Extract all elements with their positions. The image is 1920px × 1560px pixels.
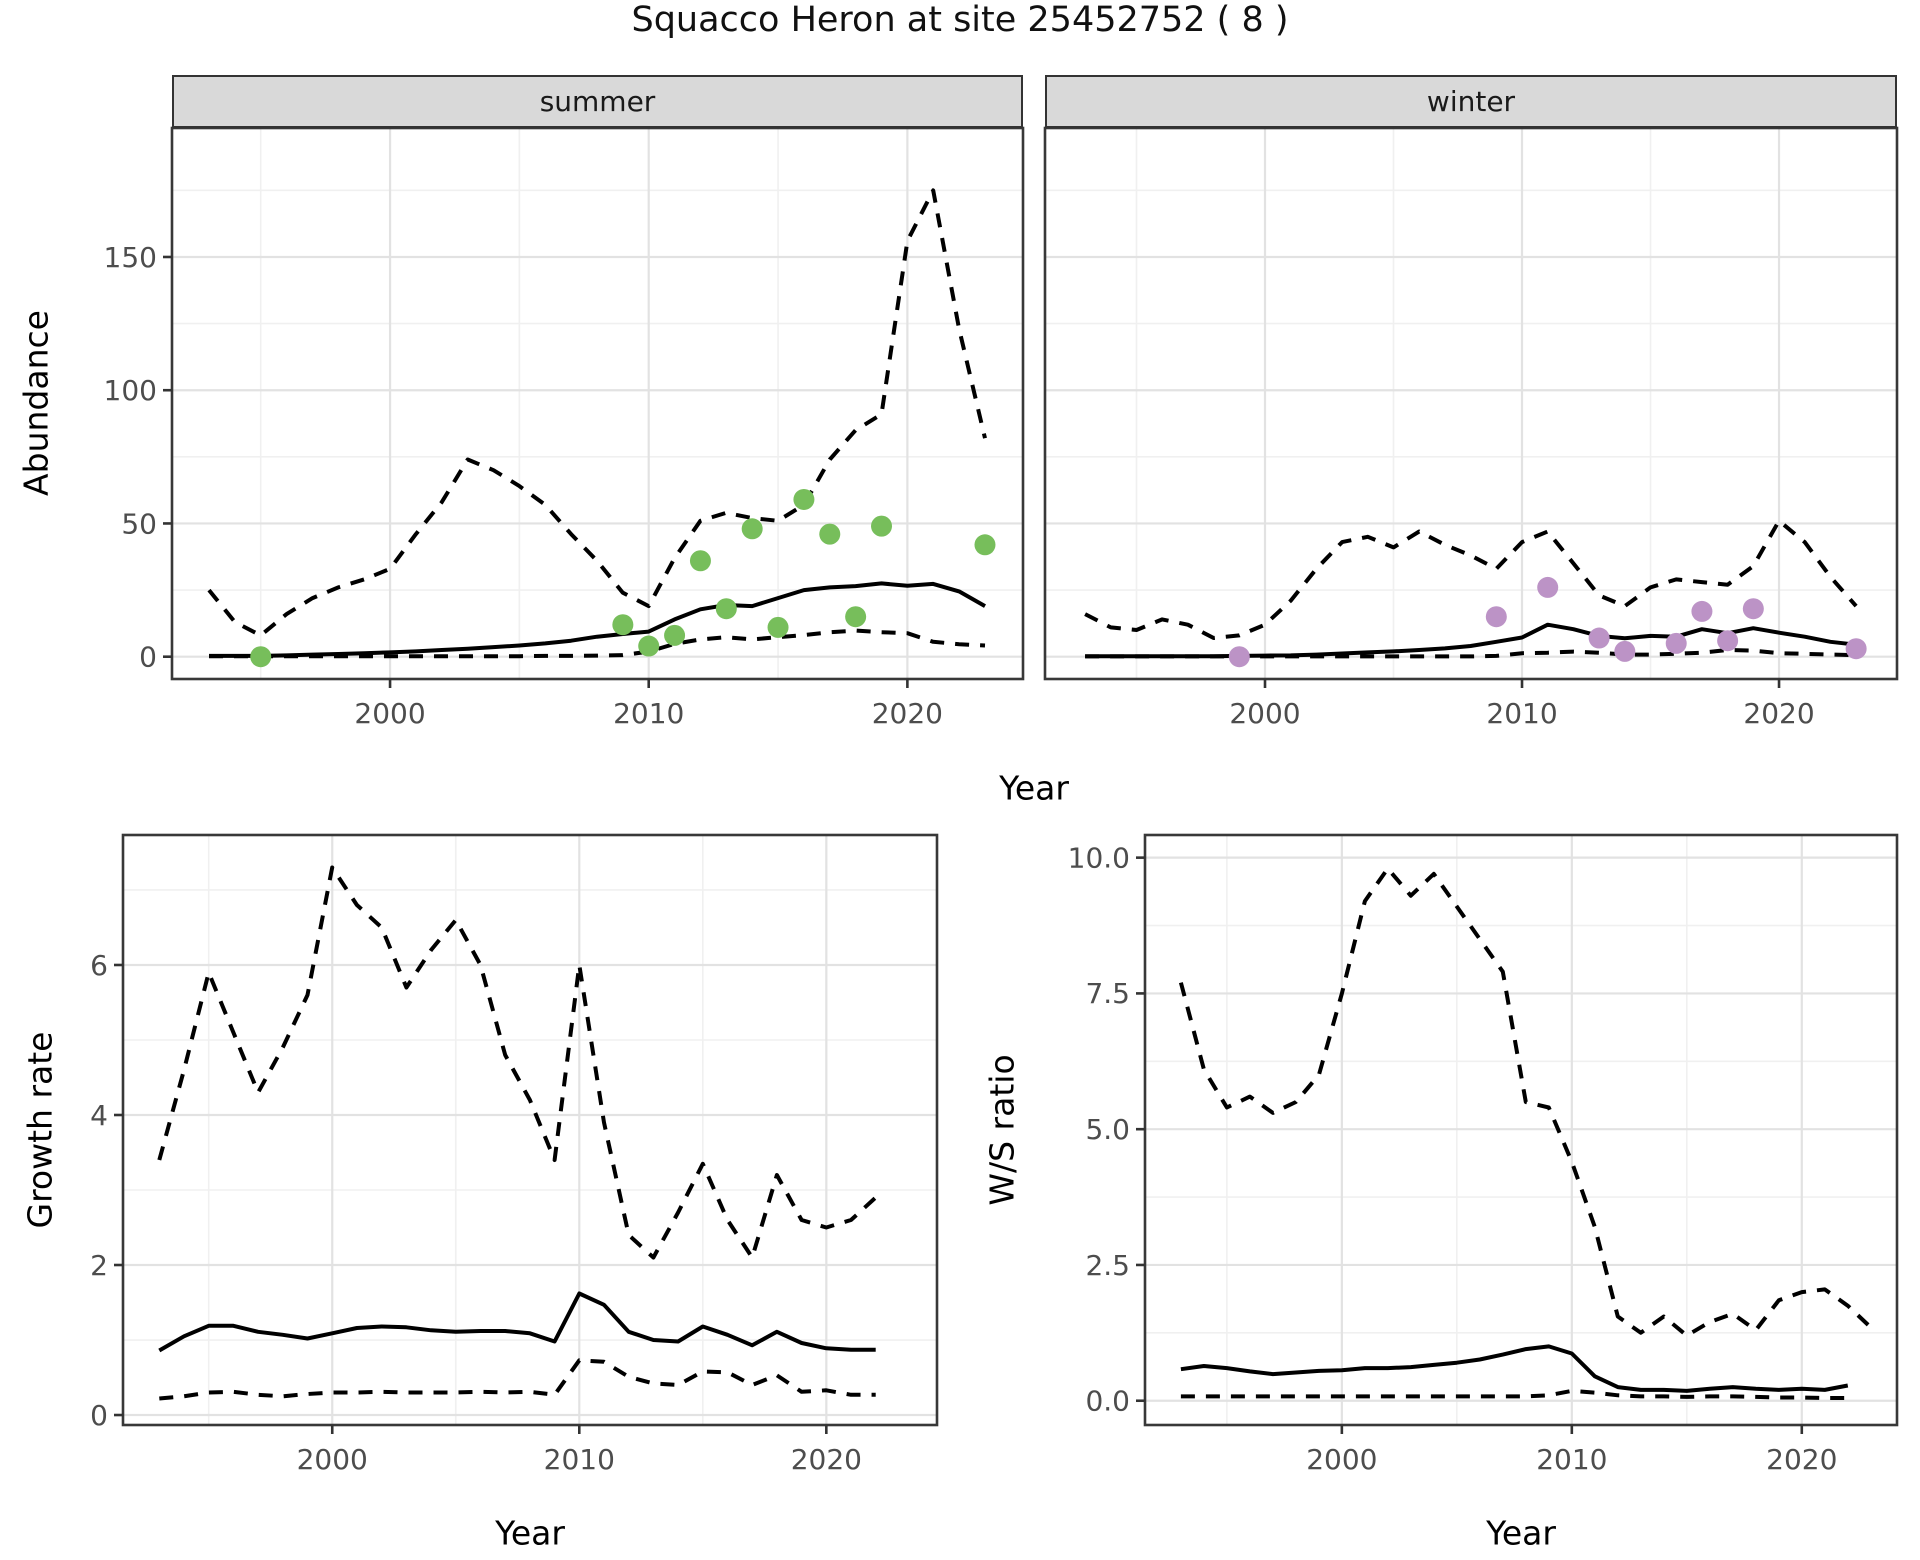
summer-median-line (209, 581, 986, 658)
x-tick-label: 2000 (297, 1443, 368, 1476)
summer-observed-point (974, 534, 996, 556)
summer-observed-point (689, 550, 711, 572)
summer-observed-point (819, 523, 841, 545)
winter-observed-point (1717, 630, 1739, 652)
winter-observed-point (1691, 600, 1713, 622)
y-tick-label: 50 (121, 507, 157, 540)
y-tick-label: 10.0 (1068, 841, 1130, 874)
y-tick-label: 2 (90, 1249, 108, 1282)
winter-observed-point (1614, 640, 1636, 662)
figure-title: Squacco Heron at site 25452752 ( 8 ) (631, 0, 1289, 40)
y-axis-title-growth-rate: Growth rate (20, 1031, 60, 1229)
x-tick-label: 2020 (1743, 697, 1814, 730)
x-tick-label: 2010 (544, 1443, 615, 1476)
summer-observed-point (638, 635, 660, 657)
panel-border (121, 833, 939, 1427)
y-tick-label: 0.0 (1085, 1385, 1130, 1418)
x-tick-label: 2010 (613, 697, 684, 730)
facet-strip-summer: summer (172, 75, 1023, 128)
summer-observed-point (871, 515, 893, 537)
y-tick-label: 0 (139, 640, 157, 673)
y-tick-label: 4 (90, 1099, 108, 1132)
summer-observed-point (767, 616, 789, 638)
summer-observed-point (793, 488, 815, 510)
facet-strip-winter: winter (1045, 75, 1897, 128)
winter-observed-point (1845, 638, 1867, 660)
ws-ratio-ci-lower-line (1180, 1388, 1848, 1400)
winter-observed-point (1665, 632, 1687, 654)
winter-observed-point (1537, 576, 1559, 598)
winter-observed-point (1485, 606, 1507, 628)
summer-observed-point (664, 624, 686, 646)
summer-observed-point (845, 606, 867, 628)
y-tick-label: 0 (90, 1399, 108, 1432)
x-tick-label: 2000 (1306, 1443, 1377, 1476)
x-tick-label: 2020 (791, 1443, 862, 1476)
panel-growth-rate: 2000 2010 2020 0 2 4 6 (90, 833, 939, 1476)
y-tick-label: 2.5 (1085, 1249, 1130, 1282)
growth-rate-ci-lower-line (159, 1358, 876, 1401)
y-tick-label: 5.0 (1085, 1113, 1130, 1146)
x-tick-label: 2000 (354, 697, 425, 730)
x-axis-title-top: Year (999, 768, 1069, 808)
summer-ci-lower-line (209, 628, 986, 659)
panel-abundance-summer: 2000 2010 2020 0 50 100 150 (104, 126, 1025, 730)
x-axis-title-growth-rate: Year (495, 1513, 565, 1553)
ws-ratio-median-line (1180, 1344, 1849, 1393)
x-tick-label: 2000 (1229, 697, 1300, 730)
growth-rate-median-line (158, 1291, 876, 1353)
growth-rate-ci-upper-line (157, 865, 878, 1260)
winter-observed-point (1228, 646, 1250, 668)
y-tick-label: 6 (90, 949, 108, 982)
x-tick-label: 2020 (1766, 1443, 1837, 1476)
panel-border (1043, 126, 1899, 681)
facet-strip-summer-label: summer (539, 85, 656, 118)
summer-observed-point (612, 614, 634, 636)
panel-border (170, 126, 1025, 681)
y-tick-label: 100 (104, 374, 157, 407)
x-tick-label: 2010 (1486, 697, 1557, 730)
summer-observed-point (715, 598, 737, 620)
ws-ratio-ci-upper-line (1178, 866, 1873, 1338)
x-axis-title-ws-ratio: Year (1486, 1513, 1556, 1553)
y-tick-label: 7.5 (1085, 977, 1130, 1010)
winter-observed-point (1588, 627, 1610, 649)
y-axis-title-ws-ratio: W/S ratio (982, 1054, 1022, 1206)
x-tick-label: 2020 (872, 697, 943, 730)
y-axis-title-abundance: Abundance (16, 310, 56, 496)
winter-observed-point (1742, 598, 1764, 620)
winter-ci-upper-line (1084, 518, 1858, 640)
y-tick-label: 150 (104, 241, 157, 274)
summer-observed-point (741, 518, 763, 540)
panel-ws-ratio: 2000 2010 2020 0.0 2.5 5.0 7.5 10.0 (1068, 833, 1899, 1476)
panel-abundance-winter: 2000 2010 2020 (1043, 126, 1899, 730)
summer-ci-upper-line (207, 188, 987, 638)
summer-observed-point (250, 646, 272, 668)
x-tick-label: 2010 (1536, 1443, 1607, 1476)
facet-strip-winter-label: winter (1426, 85, 1516, 118)
